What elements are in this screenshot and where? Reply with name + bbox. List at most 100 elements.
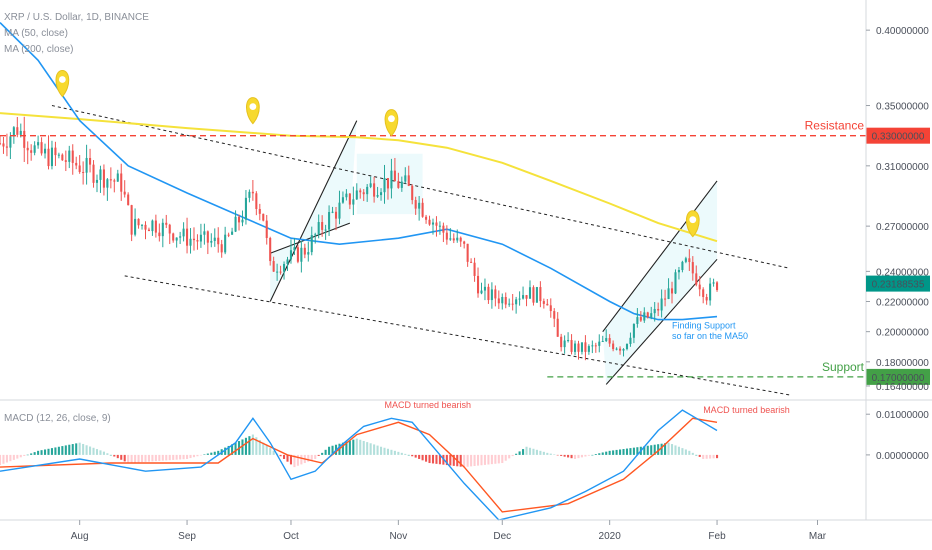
candle-body — [408, 175, 410, 186]
macd-histogram-bar — [172, 455, 174, 460]
candle-body — [571, 340, 573, 352]
candle — [546, 299, 548, 306]
macd-histogram-bar — [300, 455, 302, 464]
macd-histogram-bar — [307, 455, 309, 462]
candle — [484, 279, 486, 301]
macd-histogram-bar — [117, 455, 119, 458]
candle — [203, 224, 205, 245]
macd-histogram-bar — [553, 454, 555, 455]
candle — [453, 233, 455, 243]
candle-body — [532, 287, 534, 302]
candle-body — [460, 238, 462, 242]
pin-hole — [689, 216, 696, 223]
macd-histogram-bar — [661, 444, 663, 455]
macd-histogram-bar — [685, 449, 687, 454]
candle-body — [200, 235, 202, 242]
macd-histogram-bar — [650, 445, 652, 455]
macd-histogram-bar — [387, 449, 389, 455]
candle — [439, 221, 441, 234]
candle — [435, 216, 437, 236]
candle — [106, 178, 108, 201]
macd-histogram-bar — [609, 451, 611, 455]
candle — [113, 179, 115, 193]
candle-body — [0, 143, 1, 144]
macd-histogram-bar — [591, 455, 593, 456]
macd-histogram-bar — [616, 450, 618, 455]
candle — [487, 284, 489, 304]
y-tick-label: 0.16400000 — [876, 382, 929, 393]
candle — [103, 164, 105, 195]
macd-histogram-bar — [477, 455, 479, 466]
candle-body — [144, 225, 146, 230]
candle — [30, 144, 32, 161]
candle — [214, 228, 216, 246]
candle-body — [262, 214, 264, 221]
candle-body — [86, 158, 88, 173]
macd-histogram-bar — [519, 451, 521, 454]
level-price-tag: 0.33000000 — [872, 132, 925, 143]
candle — [75, 157, 77, 169]
macd-histogram-bar — [480, 455, 482, 465]
last-price-tag: 0.23188535 — [872, 280, 925, 291]
macd-histogram-bar — [709, 455, 711, 459]
macd-histogram-bar — [418, 455, 420, 459]
candle-body — [415, 200, 417, 209]
macd-histogram-bar — [588, 455, 590, 456]
candle-body — [716, 282, 718, 290]
candle — [79, 155, 81, 174]
macd-histogram-bar — [89, 447, 91, 455]
macd-histogram-bar — [394, 451, 396, 455]
macd-histogram-bar — [491, 455, 493, 464]
macd-histogram-bar — [373, 444, 375, 454]
pin-hole — [249, 103, 256, 110]
candle — [706, 294, 708, 305]
candle-body — [654, 309, 656, 313]
candle — [200, 224, 202, 248]
macd-histogram-bar — [58, 447, 60, 455]
macd-histogram-bar — [612, 450, 614, 455]
candle — [584, 335, 586, 360]
macd-histogram-bar — [51, 448, 53, 455]
candle-body — [203, 231, 205, 234]
x-tick-label: Mar — [809, 531, 827, 542]
candle-body — [169, 225, 171, 234]
candle-body — [359, 190, 361, 192]
macd-histogram-bar — [716, 455, 718, 458]
candle-body — [283, 264, 285, 272]
candle-body — [380, 192, 382, 195]
candle — [16, 117, 18, 137]
macd-histogram-bar — [158, 455, 160, 461]
candle-body — [425, 217, 427, 220]
candle — [96, 175, 98, 193]
macd-histogram-bar — [280, 455, 282, 456]
macd-histogram-bar — [619, 449, 621, 454]
candle — [525, 295, 527, 306]
candle-body — [370, 183, 372, 187]
macd-histogram-bar — [193, 455, 195, 457]
candle — [425, 215, 427, 224]
macd-histogram-bar — [557, 455, 559, 456]
macd-panel: MACD turned bearish MACD turned bearish — [0, 400, 932, 520]
pin-hole — [388, 115, 395, 122]
x-tick-label: 2020 — [599, 531, 622, 542]
legend: XRP / U.S. Dollar, 1D, BINANCE MA (50, c… — [4, 12, 149, 424]
candle-body — [470, 262, 472, 263]
macd-histogram-bar — [169, 455, 171, 460]
candle — [224, 227, 226, 254]
candle-body — [435, 223, 437, 226]
candle — [176, 237, 178, 247]
x-tick-label: Nov — [389, 531, 407, 542]
candle-body — [661, 299, 663, 311]
candle — [702, 287, 704, 303]
macd-histogram-bar — [9, 455, 11, 461]
macd-histogram-bar — [463, 455, 465, 467]
candle-body — [390, 171, 392, 189]
candle-body — [456, 238, 458, 241]
candle-body — [41, 142, 43, 153]
candle — [595, 343, 597, 353]
candle-body — [363, 192, 365, 194]
candle — [34, 141, 36, 155]
macd-histogram-bar — [162, 455, 164, 461]
candle — [255, 191, 257, 215]
macd-histogram-bar — [120, 455, 122, 460]
